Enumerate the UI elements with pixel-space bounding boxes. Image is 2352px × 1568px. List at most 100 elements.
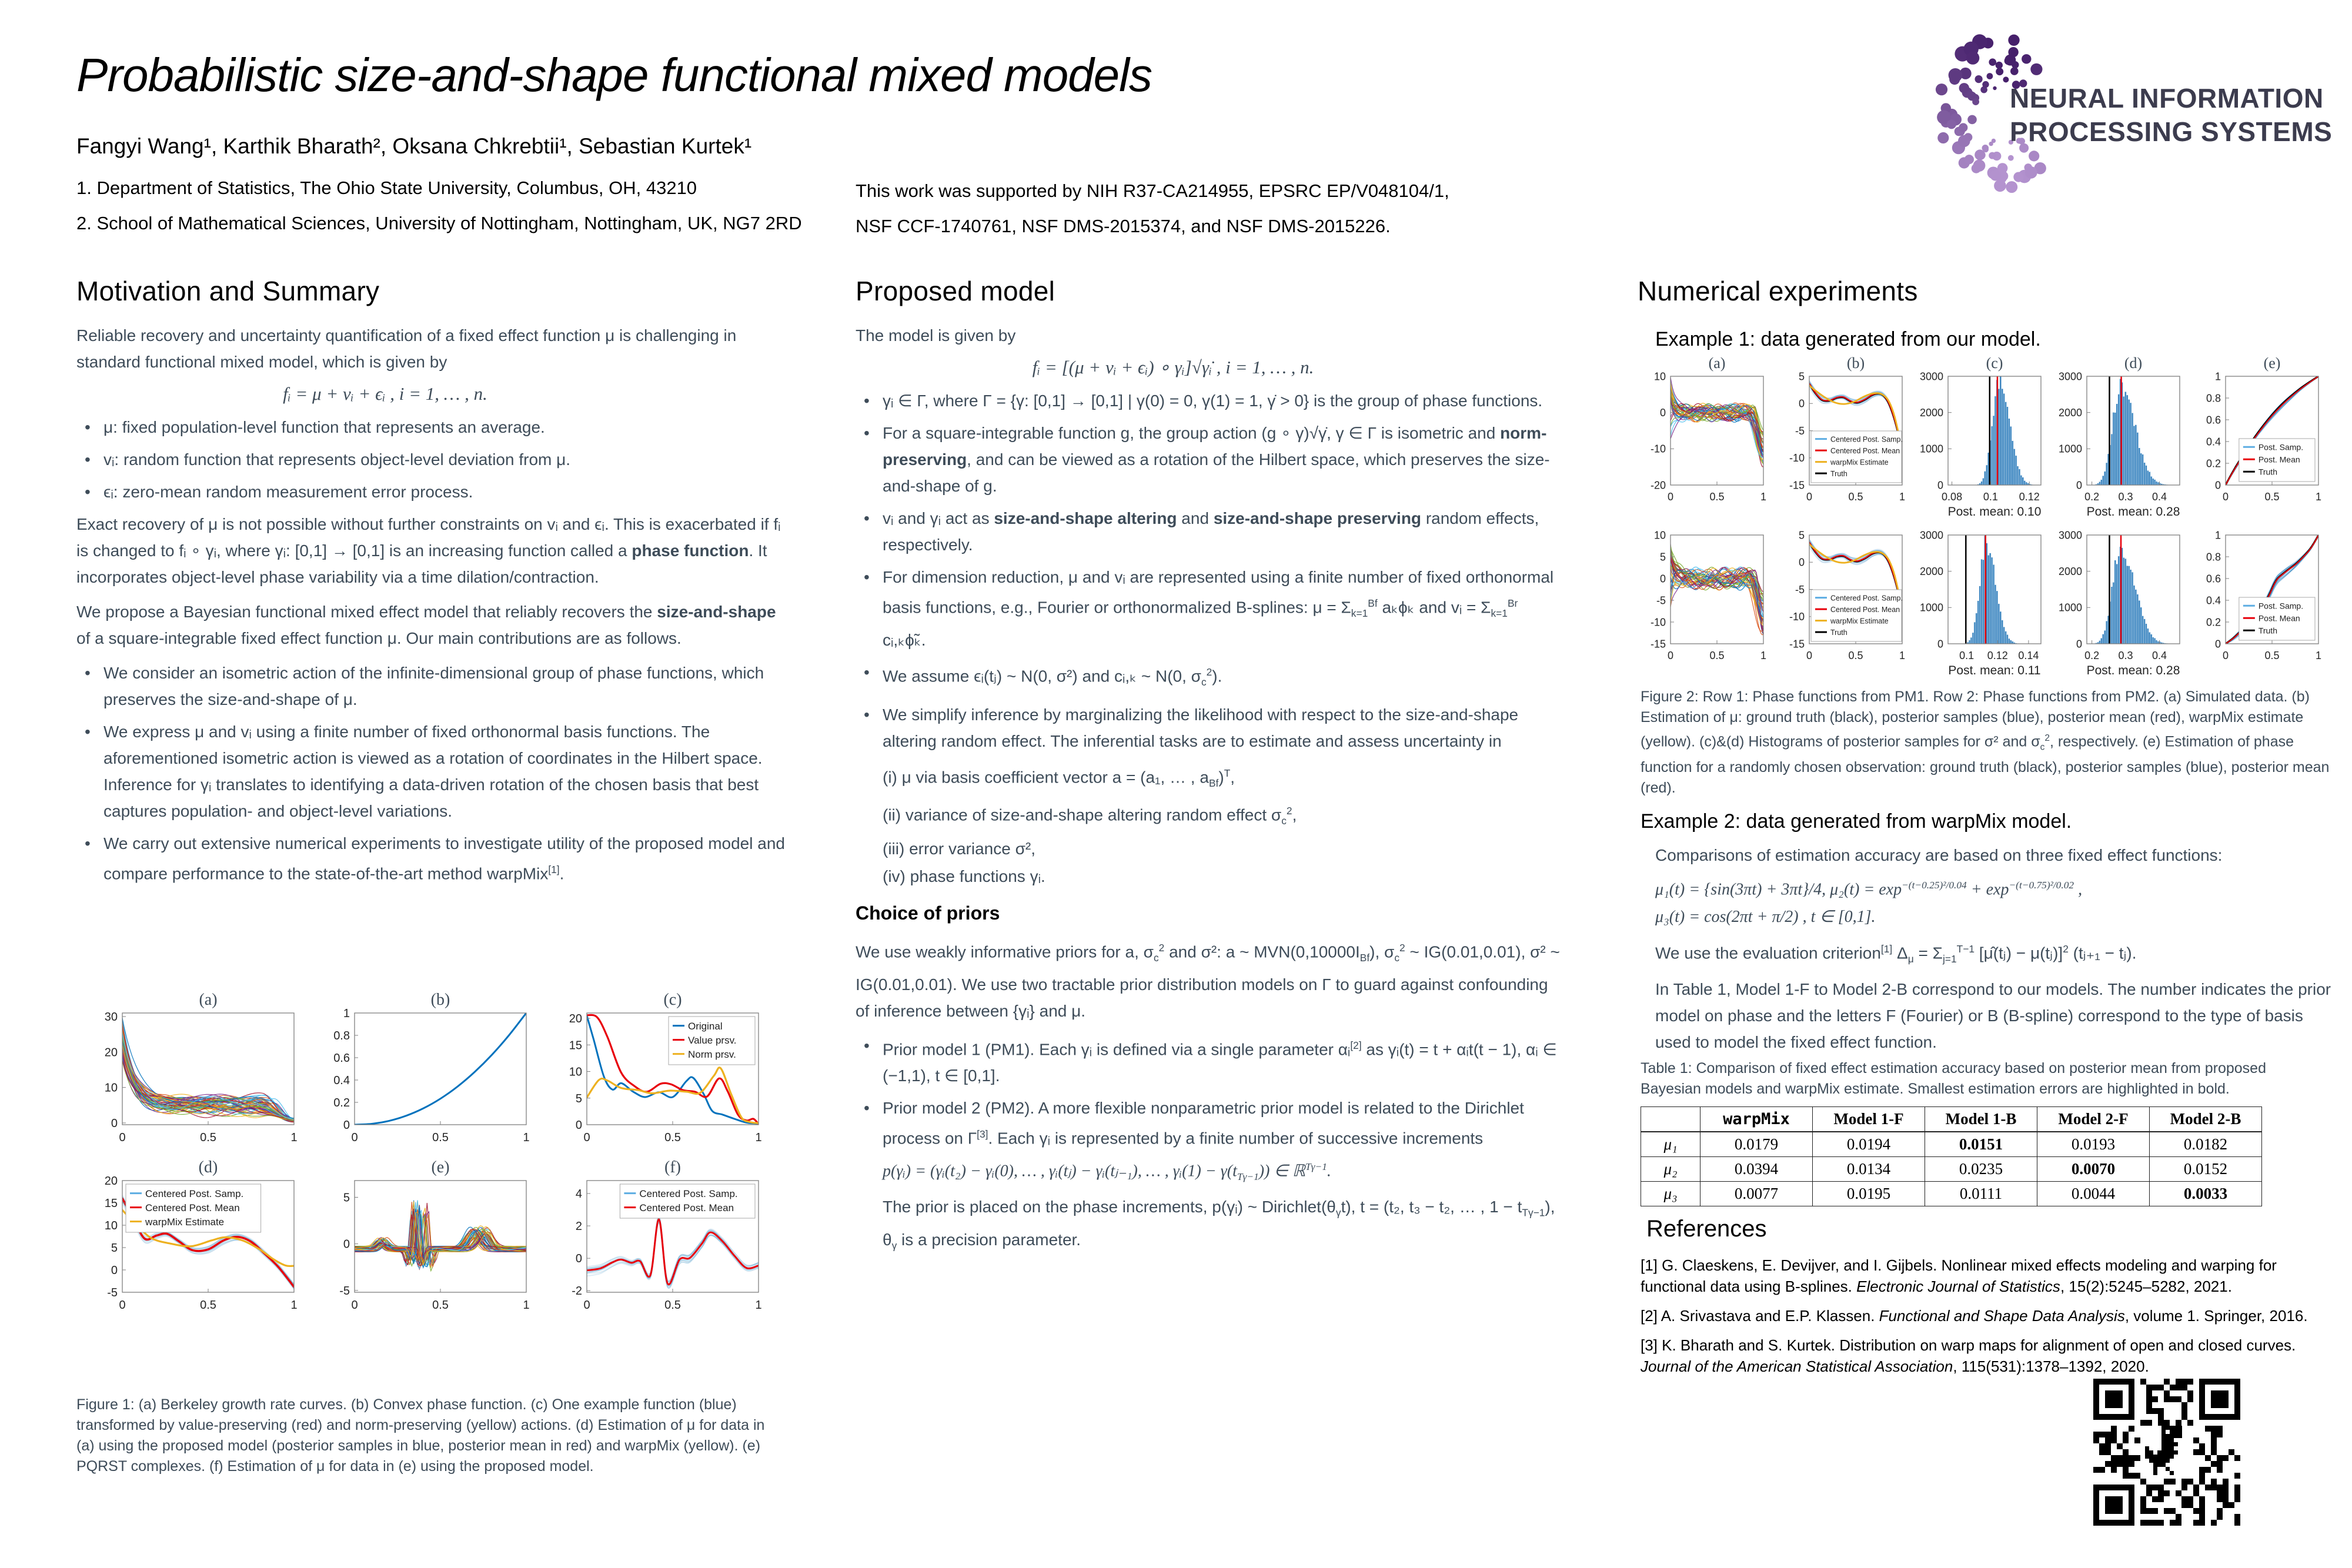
svg-text:Truth: Truth [1830, 470, 1847, 478]
svg-text:5: 5 [1799, 370, 1805, 382]
svg-text:1: 1 [2316, 650, 2321, 661]
section-heading-proposed-model: Proposed model [856, 276, 1055, 306]
svg-text:Centered Post. Mean: Centered Post. Mean [1830, 606, 1900, 614]
text-segment: We express μ and vᵢ using a finite numbe… [103, 723, 763, 820]
svg-text:warpMix Estimate: warpMix Estimate [1830, 458, 1889, 466]
svg-text:0: 0 [583, 1131, 590, 1144]
svg-text:-15: -15 [1789, 638, 1805, 650]
svg-text:0: 0 [343, 1238, 350, 1251]
funding-note: This work was supported by NIH R37-CA214… [856, 173, 1591, 244]
table-cell: 0.0077 [1700, 1181, 1813, 1206]
svg-text:0: 0 [351, 1131, 358, 1144]
text-segment: k=1 [1351, 607, 1368, 619]
table-cell: 0.0193 [2037, 1131, 2150, 1157]
panel-f2c2: 0 1000 2000 3000 0.1 0.12 0.14 Post. mean: 0.11 [1920, 529, 2042, 677]
svg-text:Original: Original [688, 1021, 723, 1032]
table-header-model-2b: Model 2-B [2149, 1106, 2262, 1132]
svg-text:0.3: 0.3 [2119, 491, 2133, 503]
svg-text:1: 1 [290, 1131, 297, 1144]
text-segment: γ [891, 1239, 897, 1252]
svg-text:1: 1 [1760, 491, 1766, 503]
text-segment: We simplify inference by marginalizing t… [883, 705, 1519, 750]
svg-text:0.8: 0.8 [333, 1029, 350, 1042]
svg-text:1: 1 [290, 1299, 297, 1312]
list-item: Prior model 2 (PM2). A more flexible non… [856, 1095, 1564, 1151]
text-segment: 2 [1158, 941, 1165, 954]
panel-f2e2: 0 0.2 0.4 0.6 0.8 1 0 0.5 1 Post. Samp. Post. Mean… [2206, 529, 2321, 661]
text-segment: norm-preserving [883, 424, 1547, 469]
svg-text:1000: 1000 [2059, 443, 2082, 455]
panel-f2d2: 0 1000 2000 3000 0.2 0.3 0.4 Post. mean: 0.28 [2059, 529, 2180, 677]
funding-line-1: This work was supported by NIH R37-CA214… [856, 180, 1449, 201]
svg-text:0.5: 0.5 [1848, 491, 1863, 503]
svg-text:-15: -15 [1651, 638, 1666, 650]
svg-text:-15: -15 [1789, 479, 1805, 491]
svg-text:(e): (e) [431, 1158, 449, 1176]
table-cell: 0.0394 [1700, 1156, 1813, 1182]
text-segment: Functional and Shape Data Analysis [1879, 1307, 2125, 1325]
panel-f2e1: 0 0.2 0.4 0.6 0.8 1 0 0.5 1 (e) Post. Samp. Post. M… [2206, 355, 2321, 503]
svg-text:Post. mean: 0.10: Post. mean: 0.10 [1948, 505, 2042, 519]
svg-text:0.8: 0.8 [2206, 551, 2221, 563]
text-segment: In Table 1, Model 1-F to Model 2-B corre… [1655, 980, 2331, 1052]
svg-text:0: 0 [1660, 573, 1666, 584]
text-segment: 2 [1399, 941, 1405, 954]
text-segment: j=1 [1942, 953, 1957, 965]
table-cell: 0.0235 [1925, 1156, 2037, 1182]
svg-text:1: 1 [755, 1131, 761, 1144]
svg-text:1: 1 [1899, 650, 1905, 661]
table-header-warpmix: warpMix [1700, 1106, 1813, 1132]
svg-text:3000: 3000 [2059, 370, 2082, 382]
text-segment: . [559, 864, 564, 883]
text-segment: ), θ [883, 1198, 1555, 1249]
text-segment: c [2040, 742, 2045, 753]
svg-text:Post. Samp.: Post. Samp. [2259, 601, 2303, 611]
text-segment: size-and-shape [657, 603, 776, 621]
svg-text:(a): (a) [1709, 355, 1726, 372]
text-segment: μ₃(t) = cos(2πt + π/2) , t ∈ [0,1]. [1655, 908, 1876, 927]
task-item: (ii) variance of size-and-shape altering… [856, 798, 1564, 834]
text-segment: = Σ [1913, 944, 1943, 962]
table-header-model-2f: Model 2-F [2037, 1106, 2150, 1132]
svg-text:0.5: 0.5 [432, 1131, 449, 1144]
panel-f1c: 0 5 10 15 20 0 0.5 1 (c) Original Value prsv. Norm … [569, 991, 762, 1144]
svg-text:5: 5 [343, 1192, 350, 1205]
svg-text:warpMix Estimate: warpMix Estimate [1830, 617, 1889, 625]
table-cell: 0.0151 [1925, 1131, 2037, 1157]
text-segment: For dimension reduction, μ and vᵢ are re… [883, 568, 1554, 617]
svg-text:15: 15 [105, 1197, 118, 1210]
affiliation-1: 1. Department of Statistics, The Ohio St… [76, 178, 697, 198]
svg-text:-10: -10 [1789, 452, 1805, 464]
proposed-model-body: The model is given by fᵢ = [(μ + vᵢ + ϵᵢ… [856, 322, 1564, 1267]
svg-text:0: 0 [2076, 479, 2082, 491]
text-segment: We assume ϵᵢ(tⱼ) ~ N(0, σ²) and cᵢ,ₖ ~ N… [883, 667, 1201, 686]
svg-text:0.2: 0.2 [2084, 650, 2099, 661]
svg-text:3000: 3000 [2059, 529, 2082, 541]
text-segment: Bf [1359, 951, 1370, 964]
svg-text:0.4: 0.4 [2152, 650, 2167, 661]
table-row: μ₂ 0.0394 0.0134 0.0235 0.0070 0.0152 [1641, 1156, 2262, 1182]
svg-text:0: 0 [119, 1299, 125, 1312]
svg-text:5: 5 [576, 1092, 582, 1105]
section-heading-motivation: Motivation and Summary [76, 276, 380, 306]
text-segment: ~ IG(0.01,0.01), σ² ~ IG(0.01,0.01). We … [856, 942, 1560, 1020]
svg-text:1000: 1000 [1920, 602, 1943, 614]
text-segment: as γᵢ(t) = t + αᵢt(t − 1), αᵢ ∈ (−1,1), … [883, 1039, 1557, 1085]
text-segment: [2] [1350, 1039, 1362, 1051]
svg-text:10: 10 [105, 1082, 118, 1095]
svg-text:0.14: 0.14 [2018, 650, 2039, 661]
text-segment: ) [1218, 768, 1224, 787]
text-segment: , volume 1. Springer, 2016. [2124, 1307, 2308, 1325]
list-item: Prior model 1 (PM1). Each γᵢ is defined … [856, 1032, 1564, 1089]
svg-text:(a): (a) [199, 991, 217, 1009]
figure-1: 0 10 20 30 0 0.5 1 (a) 0 0.2 0.4 0.6 0.8 1 0 0.5 1 (b) 0 5 1… [76, 987, 782, 1316]
table-cell: 0.0044 [2037, 1181, 2150, 1206]
text-segment: For a square-integrable function g, the … [883, 424, 1501, 442]
svg-text:0: 0 [2223, 491, 2229, 503]
svg-text:Value prsv.: Value prsv. [688, 1035, 737, 1046]
paragraph: We use weakly informative priors for a, … [856, 935, 1564, 1024]
svg-text:0.6: 0.6 [2206, 573, 2221, 584]
svg-text:0: 0 [2223, 650, 2229, 661]
